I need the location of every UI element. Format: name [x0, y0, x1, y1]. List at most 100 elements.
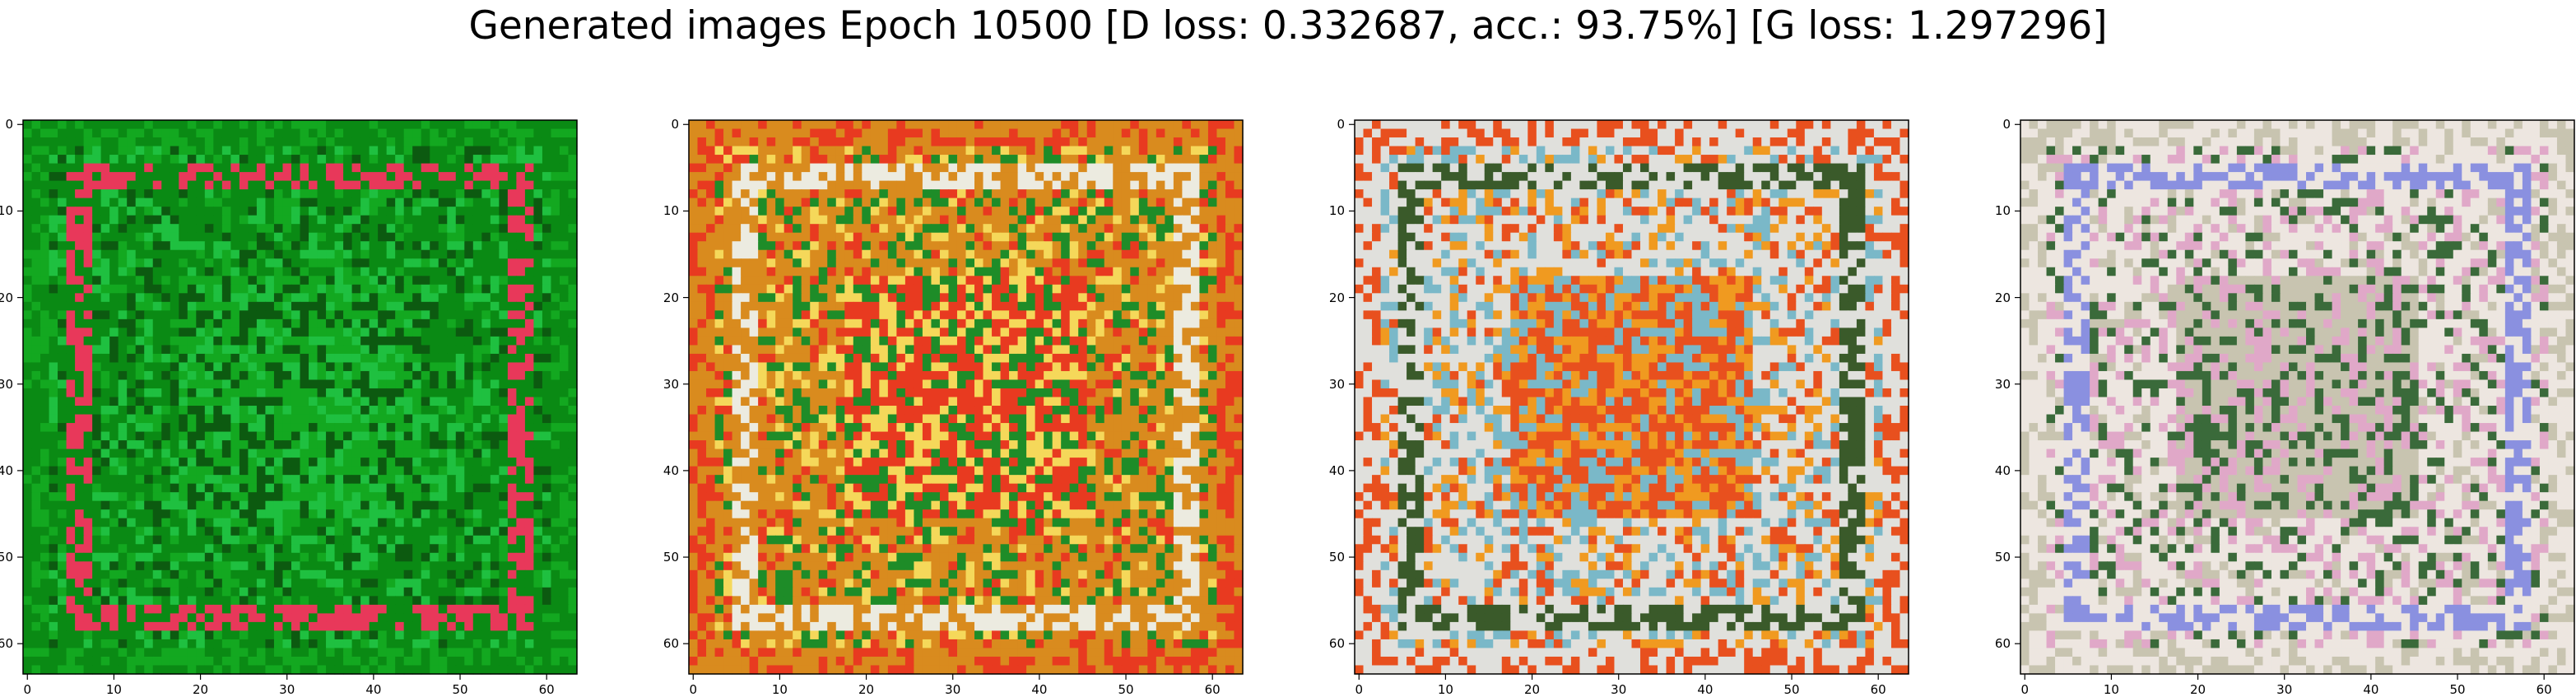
image-pixel	[404, 172, 413, 181]
image-pixel	[378, 250, 387, 259]
image-pixel	[491, 354, 500, 363]
image-pixel	[23, 501, 32, 510]
image-pixel	[508, 319, 517, 328]
image-pixel	[560, 164, 569, 173]
image-pixel	[412, 328, 421, 337]
image-pixel	[481, 397, 491, 407]
image-pixel	[144, 605, 153, 614]
image-pixel	[802, 216, 811, 225]
image-pixel	[343, 276, 352, 285]
image-pixel	[966, 181, 975, 190]
image-pixel	[248, 527, 257, 536]
image-pixel	[161, 588, 170, 597]
image-pixel	[179, 397, 188, 407]
image-pixel	[395, 657, 404, 666]
image-pixel	[274, 241, 283, 250]
image-pixel	[32, 484, 41, 493]
image-pixel	[1174, 216, 1183, 225]
image-pixel	[32, 596, 41, 605]
image-pixel	[196, 423, 205, 432]
image-pixel	[49, 233, 58, 242]
image-pixel	[343, 509, 352, 518]
image-pixel	[161, 337, 170, 346]
image-pixel	[274, 570, 283, 579]
image-pixel	[119, 345, 128, 354]
image-pixel	[109, 536, 119, 545]
image-pixel	[335, 354, 344, 363]
image-pixel	[508, 189, 517, 198]
image-pixel	[101, 164, 110, 173]
image-pixel	[222, 155, 231, 164]
image-pixel	[560, 561, 569, 570]
image-pixel	[1199, 120, 1208, 129]
image-pixel	[439, 544, 448, 553]
image-pixel	[230, 475, 239, 484]
image-pixel	[119, 129, 128, 138]
image-pixel	[923, 224, 932, 233]
image-pixel	[810, 129, 819, 138]
image-pixel	[239, 449, 249, 458]
image-pixel	[136, 302, 145, 311]
image-pixel	[101, 492, 110, 501]
image-pixel	[230, 129, 239, 138]
image-pixel	[464, 293, 473, 302]
image-pixel	[32, 509, 41, 518]
image-pixel	[196, 397, 205, 407]
image-pixel	[775, 120, 784, 129]
image-pixel	[127, 337, 136, 346]
image-pixel	[49, 155, 58, 164]
image-pixel	[525, 189, 534, 198]
image-pixel	[23, 224, 32, 233]
image-pixel	[568, 527, 577, 536]
image-pixel	[404, 613, 413, 622]
image-pixel	[1035, 137, 1044, 146]
image-pixel	[568, 258, 577, 267]
image-pixel	[282, 233, 291, 242]
image-pixel	[127, 467, 136, 476]
image-pixel	[265, 155, 274, 164]
image-pixel	[32, 198, 41, 207]
image-pixel	[318, 285, 327, 294]
image-pixel	[767, 129, 776, 138]
image-pixel	[309, 137, 318, 146]
image-pixel	[491, 467, 500, 476]
image-pixel	[827, 164, 836, 173]
image-pixel	[239, 484, 249, 493]
image-pixel	[335, 224, 344, 233]
image-pixel	[387, 648, 396, 657]
image-pixel	[109, 258, 119, 267]
image-pixel	[931, 181, 940, 190]
image-pixel	[1122, 146, 1131, 156]
image-pixel	[784, 120, 793, 129]
image-pixel	[265, 172, 274, 181]
image-pixel	[101, 129, 110, 138]
image-pixel	[326, 630, 335, 639]
image-pixel	[879, 224, 888, 233]
image-pixel	[352, 536, 361, 545]
image-pixel	[170, 371, 179, 380]
image-pixel	[352, 605, 361, 614]
image-pixel	[1061, 146, 1070, 156]
image-pixel	[1070, 146, 1079, 156]
image-pixel	[430, 561, 439, 570]
image-pixel	[92, 492, 101, 501]
image-pixel	[499, 155, 508, 164]
image-pixel	[119, 233, 128, 242]
image-pixel	[1182, 146, 1191, 156]
image-pixel	[352, 518, 361, 527]
image-pixel	[439, 423, 448, 432]
image-pixel	[265, 146, 274, 156]
image-pixel	[188, 622, 197, 631]
image-pixel	[542, 570, 551, 579]
image-pixel	[144, 276, 153, 285]
image-pixel	[387, 406, 396, 415]
image-pixel	[92, 379, 101, 388]
image-pixel	[58, 484, 67, 493]
image-pixel	[836, 164, 845, 173]
image-pixel	[447, 406, 456, 415]
image-pixel	[1139, 172, 1148, 181]
image-pixel	[404, 285, 413, 294]
image-pixel	[456, 216, 465, 225]
image-pixel	[92, 388, 101, 397]
image-pixel	[508, 207, 517, 216]
